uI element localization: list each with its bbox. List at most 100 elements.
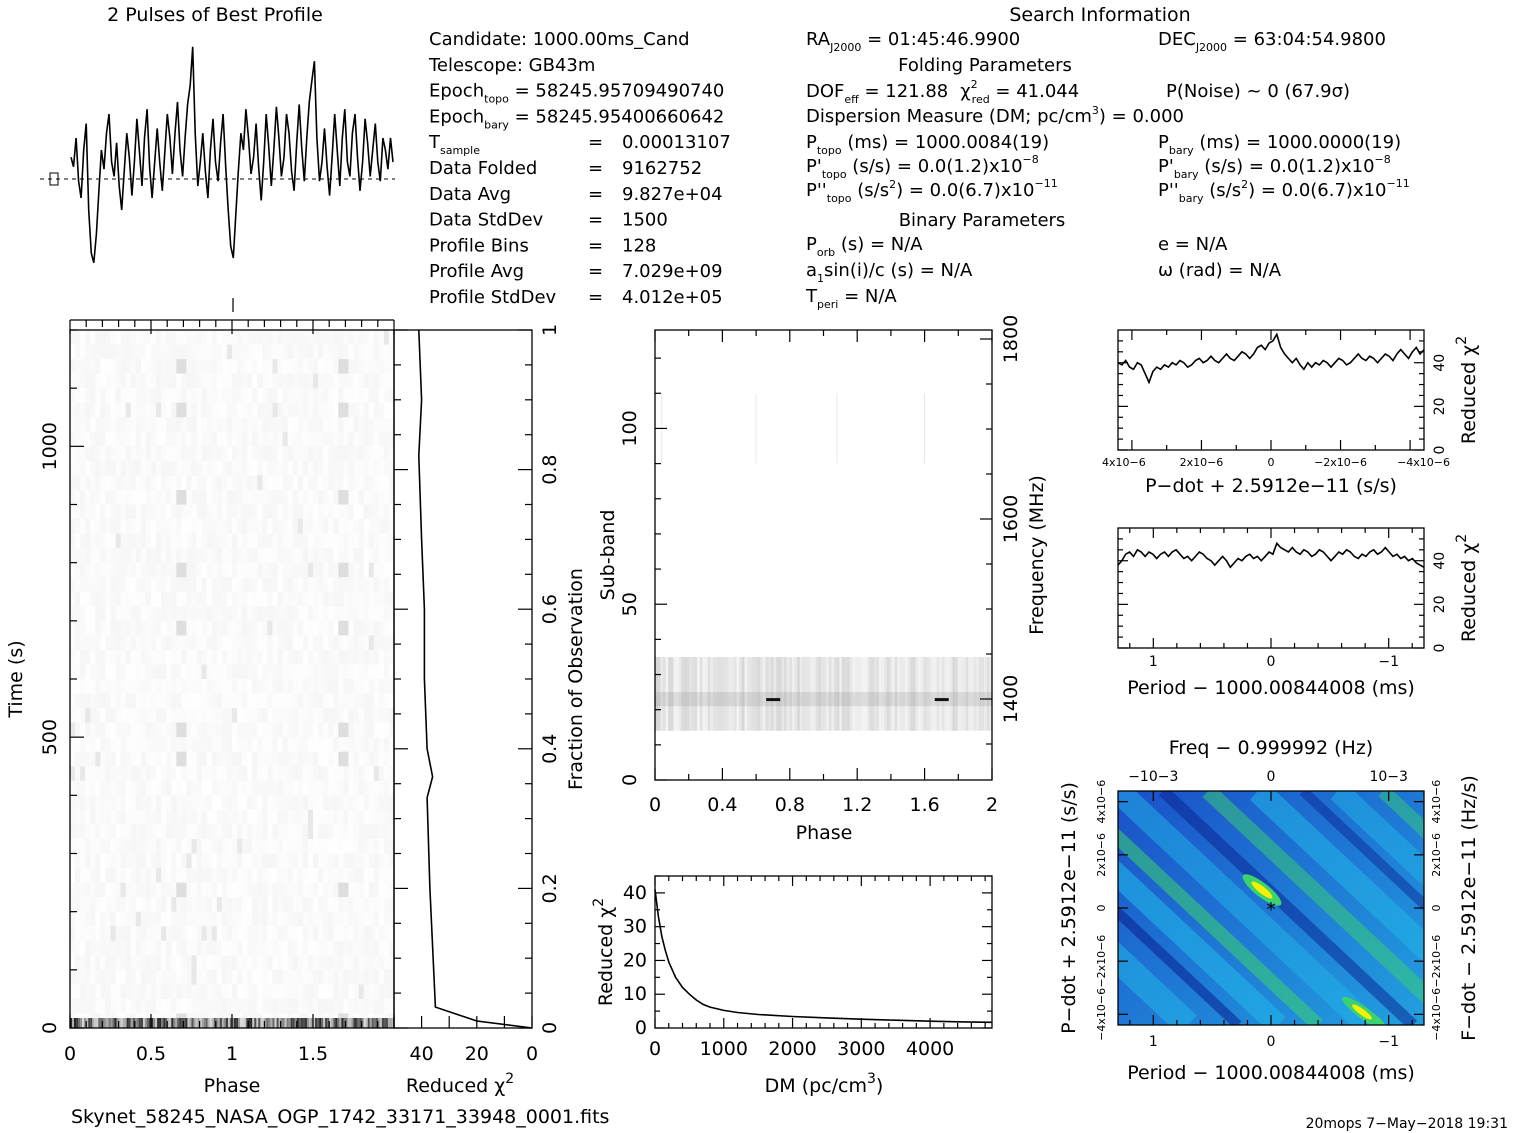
time-phase-cell [156, 591, 162, 607]
time-phase-cell [226, 737, 233, 753]
time-phase-cell [242, 548, 248, 563]
time-phase-cell [368, 402, 375, 418]
time-phase-cell [358, 969, 365, 985]
time-phase-cell [115, 446, 122, 462]
time-phase-cell [388, 722, 394, 738]
time-phase-cell [115, 431, 122, 447]
time-phase-cell [277, 809, 284, 825]
time-phase-cell [247, 330, 253, 345]
time-phase-cell [171, 446, 177, 462]
time-phase-cell [125, 868, 132, 883]
time-phase-cell [110, 359, 116, 374]
time-phase-cell [75, 926, 81, 942]
time-phase-cell [115, 490, 122, 505]
subband-cell [813, 656, 816, 731]
time-phase-first-row-cell [72, 1018, 75, 1028]
time-phase-cell [110, 897, 116, 912]
info-label-sub: sample [440, 144, 480, 157]
time-phase-cell [80, 955, 86, 971]
time-phase-cell [348, 809, 354, 825]
time-phase-cell [262, 591, 268, 607]
subband-cell [928, 656, 932, 731]
time-phase-cell [171, 809, 177, 825]
time-phase-cell [181, 824, 187, 840]
time-phase-cell [388, 824, 394, 840]
time-phase-cell [328, 519, 334, 534]
time-phase-cell [292, 940, 299, 956]
time-phase-cell [292, 693, 299, 709]
time-phase-cell [95, 679, 101, 694]
time-phase-first-row-cell [205, 1018, 208, 1028]
time-phase-cell [145, 548, 152, 563]
time-phase-cell [338, 431, 344, 447]
time-phase-first-row-cell [371, 1018, 374, 1028]
subband-freq-label-part: Frequency (MHz) [1026, 475, 1048, 635]
ppdot-y2tick-label: 4x10−6 [1430, 780, 1443, 824]
time-phase-cell [373, 751, 380, 767]
time-phase-cell [156, 388, 162, 404]
time-phase-cell [318, 649, 324, 665]
time-phase-first-row-cell [345, 1018, 348, 1028]
time-phase-cell [140, 780, 147, 796]
time-phase-cell [171, 795, 177, 811]
time-phase-cell [242, 402, 248, 418]
time-phase-cell [373, 722, 380, 738]
time-phase-cell [348, 577, 354, 593]
time-phase-cell [186, 868, 192, 883]
time-phase-cell [388, 504, 394, 520]
time-phase-cell [292, 679, 299, 694]
time-phase-cell [145, 824, 152, 840]
time-phase-cell [85, 737, 91, 753]
time-phase-cell [242, 344, 248, 360]
time-phase-cell [368, 431, 375, 447]
time-phase-cell [257, 926, 263, 942]
time-phase-first-row-cell [311, 1018, 314, 1028]
time-phase-cell [232, 766, 238, 782]
time-phase-cell [140, 649, 147, 665]
time-phase-cell [135, 984, 142, 1000]
time-phase-cell [85, 824, 91, 840]
time-phase-cell [130, 606, 137, 622]
time-phase-cell [338, 722, 344, 738]
info-value-10: 4.012e+05 [622, 287, 723, 308]
time-phase-cell [378, 490, 385, 505]
pdot-xtick-label: 2x10−6 [1180, 456, 1224, 469]
time-phase-cell [206, 693, 213, 709]
time-phase-cell [363, 809, 370, 825]
time-phase-cell [105, 519, 111, 534]
time-phase-cell [358, 940, 365, 956]
time-phase-cell [196, 897, 203, 912]
time-phase-cell [171, 649, 177, 665]
time-phase-cell [90, 969, 96, 985]
time-phase-cell [302, 940, 309, 956]
time-phase-cell [201, 795, 208, 811]
time-chi2-xtick-label: 40 [410, 1043, 434, 1065]
time-phase-cell [237, 475, 243, 491]
time-phase-cell [125, 693, 132, 709]
time-phase-cell [328, 548, 334, 563]
time-phase-cell [176, 533, 182, 549]
time-phase-cell [145, 635, 152, 651]
time-phase-cell [348, 490, 354, 505]
time-phase-cell [368, 882, 375, 898]
time-phase-cell [388, 766, 394, 782]
time-phase-cell [85, 679, 91, 694]
time-phase-cell [80, 679, 86, 694]
time-phase-cell [105, 824, 111, 840]
time-phase-cell [313, 809, 319, 825]
subband-cell [844, 656, 848, 731]
time-phase-cell [338, 868, 344, 883]
time-phase-cell [80, 795, 86, 811]
time-phase-cell [297, 926, 304, 942]
time-phase-cell [368, 446, 375, 462]
time-phase-cell [80, 897, 86, 912]
info-eq-6: = [588, 184, 603, 205]
time-phase-cell [171, 955, 177, 971]
time-phase-cell [282, 548, 289, 563]
subband-cell [752, 656, 756, 731]
time-phase-cell [90, 882, 96, 898]
time-phase-cell [216, 620, 223, 636]
time-phase-cell [313, 460, 319, 476]
time-phase-cell [247, 519, 253, 534]
time-phase-cell [262, 751, 268, 767]
